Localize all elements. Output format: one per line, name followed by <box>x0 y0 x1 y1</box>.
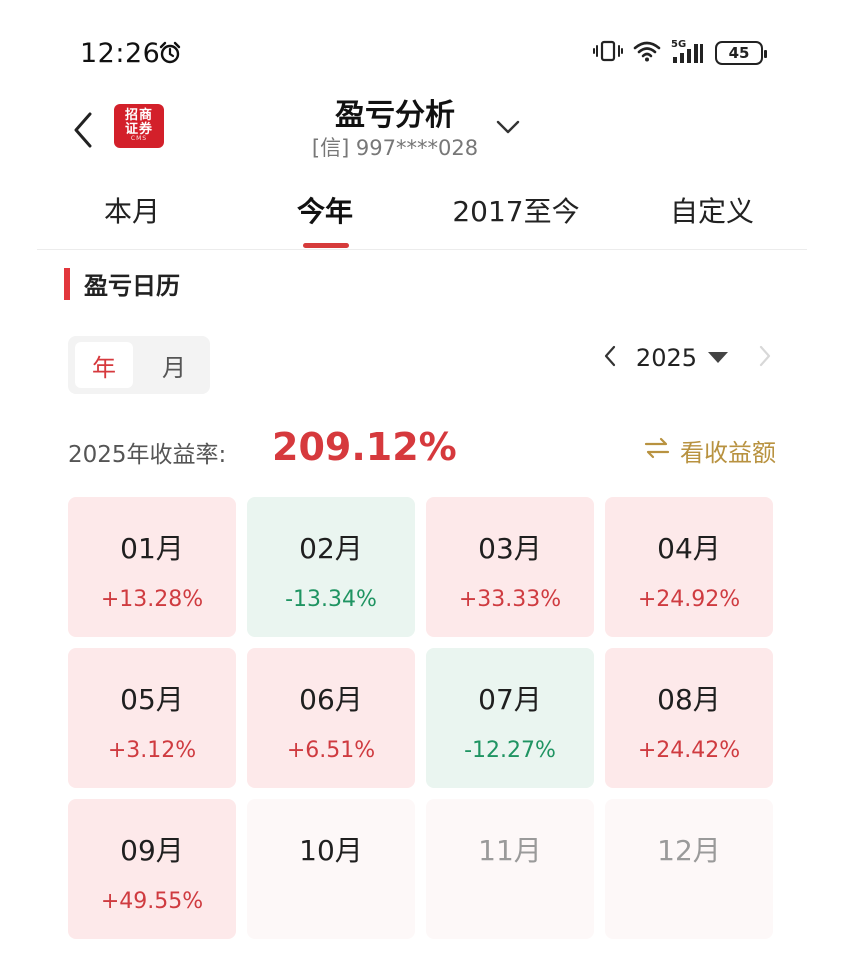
wifi-icon <box>633 40 661 66</box>
month-cell[interactable]: 02月 -13.34% <box>247 497 415 637</box>
view-toggle: 年 月 <box>68 336 210 394</box>
month-return: +3.12% <box>107 738 197 763</box>
month-cell[interactable]: 11月 <box>426 799 594 939</box>
chevron-down-icon[interactable] <box>494 118 522 140</box>
month-label: 03月 <box>478 532 542 565</box>
month-label: 10月 <box>299 834 363 867</box>
year-dropdown-icon[interactable] <box>707 349 729 368</box>
month-return: +24.42% <box>637 738 741 763</box>
vibrate-icon <box>593 40 623 66</box>
period-tabs: 本月 今年 2017至今 自定义 <box>37 180 807 250</box>
month-cell[interactable]: 05月 +3.12% <box>68 648 236 788</box>
month-label: 12月 <box>657 834 721 867</box>
month-cell[interactable]: 06月 +6.51% <box>247 648 415 788</box>
year-value[interactable]: 2025 <box>635 344 697 372</box>
month-return: -12.27% <box>464 738 556 763</box>
month-return: +6.51% <box>286 738 376 763</box>
tab-this-year[interactable]: 今年 <box>296 195 353 228</box>
month-label: 09月 <box>120 834 184 867</box>
toggle-month[interactable]: 月 <box>162 353 186 382</box>
month-label: 07月 <box>478 683 542 716</box>
network-type: 5G <box>671 39 687 50</box>
month-label: 08月 <box>657 683 721 716</box>
month-cell[interactable]: 07月 -12.27% <box>426 648 594 788</box>
month-label: 04月 <box>657 532 721 565</box>
status-bar: 12:26 5G <box>0 0 841 100</box>
month-cell[interactable]: 03月 +33.33% <box>426 497 594 637</box>
month-cell[interactable]: 01月 +13.28% <box>68 497 236 637</box>
yield-value: 209.12% <box>272 425 457 469</box>
year-navigator: 2025 <box>602 344 773 372</box>
month-label: 02月 <box>299 532 363 565</box>
month-return: +33.33% <box>458 587 562 612</box>
active-tab-indicator <box>303 243 349 248</box>
view-amount-button[interactable]: 看收益额 <box>644 433 776 468</box>
month-cell[interactable]: 09月 +49.55% <box>68 799 236 939</box>
alarm-icon <box>158 41 182 69</box>
month-return: +13.28% <box>100 587 204 612</box>
month-return: +24.92% <box>637 587 741 612</box>
toggle-year[interactable]: 年 <box>75 342 133 388</box>
month-label: 11月 <box>478 834 542 867</box>
status-icons: 5G 45 <box>593 39 767 66</box>
month-cell[interactable]: 12月 <box>605 799 773 939</box>
yield-label: 2025年收益率: <box>68 442 227 468</box>
month-return: -13.34% <box>285 587 377 612</box>
back-icon[interactable] <box>70 110 96 154</box>
page-title: 盈亏分析 <box>335 98 455 133</box>
brand-logo: 招商 证券 CMS <box>114 104 164 148</box>
account-number[interactable]: [信] 997****028 <box>311 136 479 160</box>
tab-since-2017[interactable]: 2017至今 <box>452 195 580 228</box>
swap-icon <box>644 437 670 465</box>
month-label: 05月 <box>120 683 184 716</box>
battery-level: 45 <box>728 44 750 62</box>
logo-line2: 证券 <box>124 121 153 137</box>
view-amount-label: 看收益额 <box>680 439 776 467</box>
signal-icon: 5G <box>671 39 705 65</box>
tab-this-month[interactable]: 本月 <box>103 195 160 228</box>
battery-icon: 45 <box>715 41 767 65</box>
yield-summary: 2025年收益率: 209.12% 看收益额 <box>68 425 776 477</box>
month-cell[interactable]: 04月 +24.92% <box>605 497 773 637</box>
month-cell[interactable]: 08月 +24.42% <box>605 648 773 788</box>
section-marker <box>64 267 70 300</box>
logo-line1: 招商 <box>124 108 153 124</box>
month-cell[interactable]: 10月 <box>247 799 415 939</box>
app-header: 招商 证券 CMS 盈亏分析 [信] 997****028 <box>0 90 841 165</box>
prev-year-icon[interactable] <box>602 344 618 372</box>
section-title: 盈亏日历 <box>84 272 180 300</box>
next-year-icon[interactable] <box>757 344 773 372</box>
status-time: 12:26 <box>80 38 161 69</box>
month-label: 01月 <box>120 532 184 565</box>
section-header: 盈亏日历 <box>64 266 180 301</box>
tab-custom[interactable]: 自定义 <box>669 195 754 228</box>
logo-sub: CMS <box>130 135 148 143</box>
month-return: +49.55% <box>100 889 204 914</box>
month-label: 06月 <box>299 683 363 716</box>
